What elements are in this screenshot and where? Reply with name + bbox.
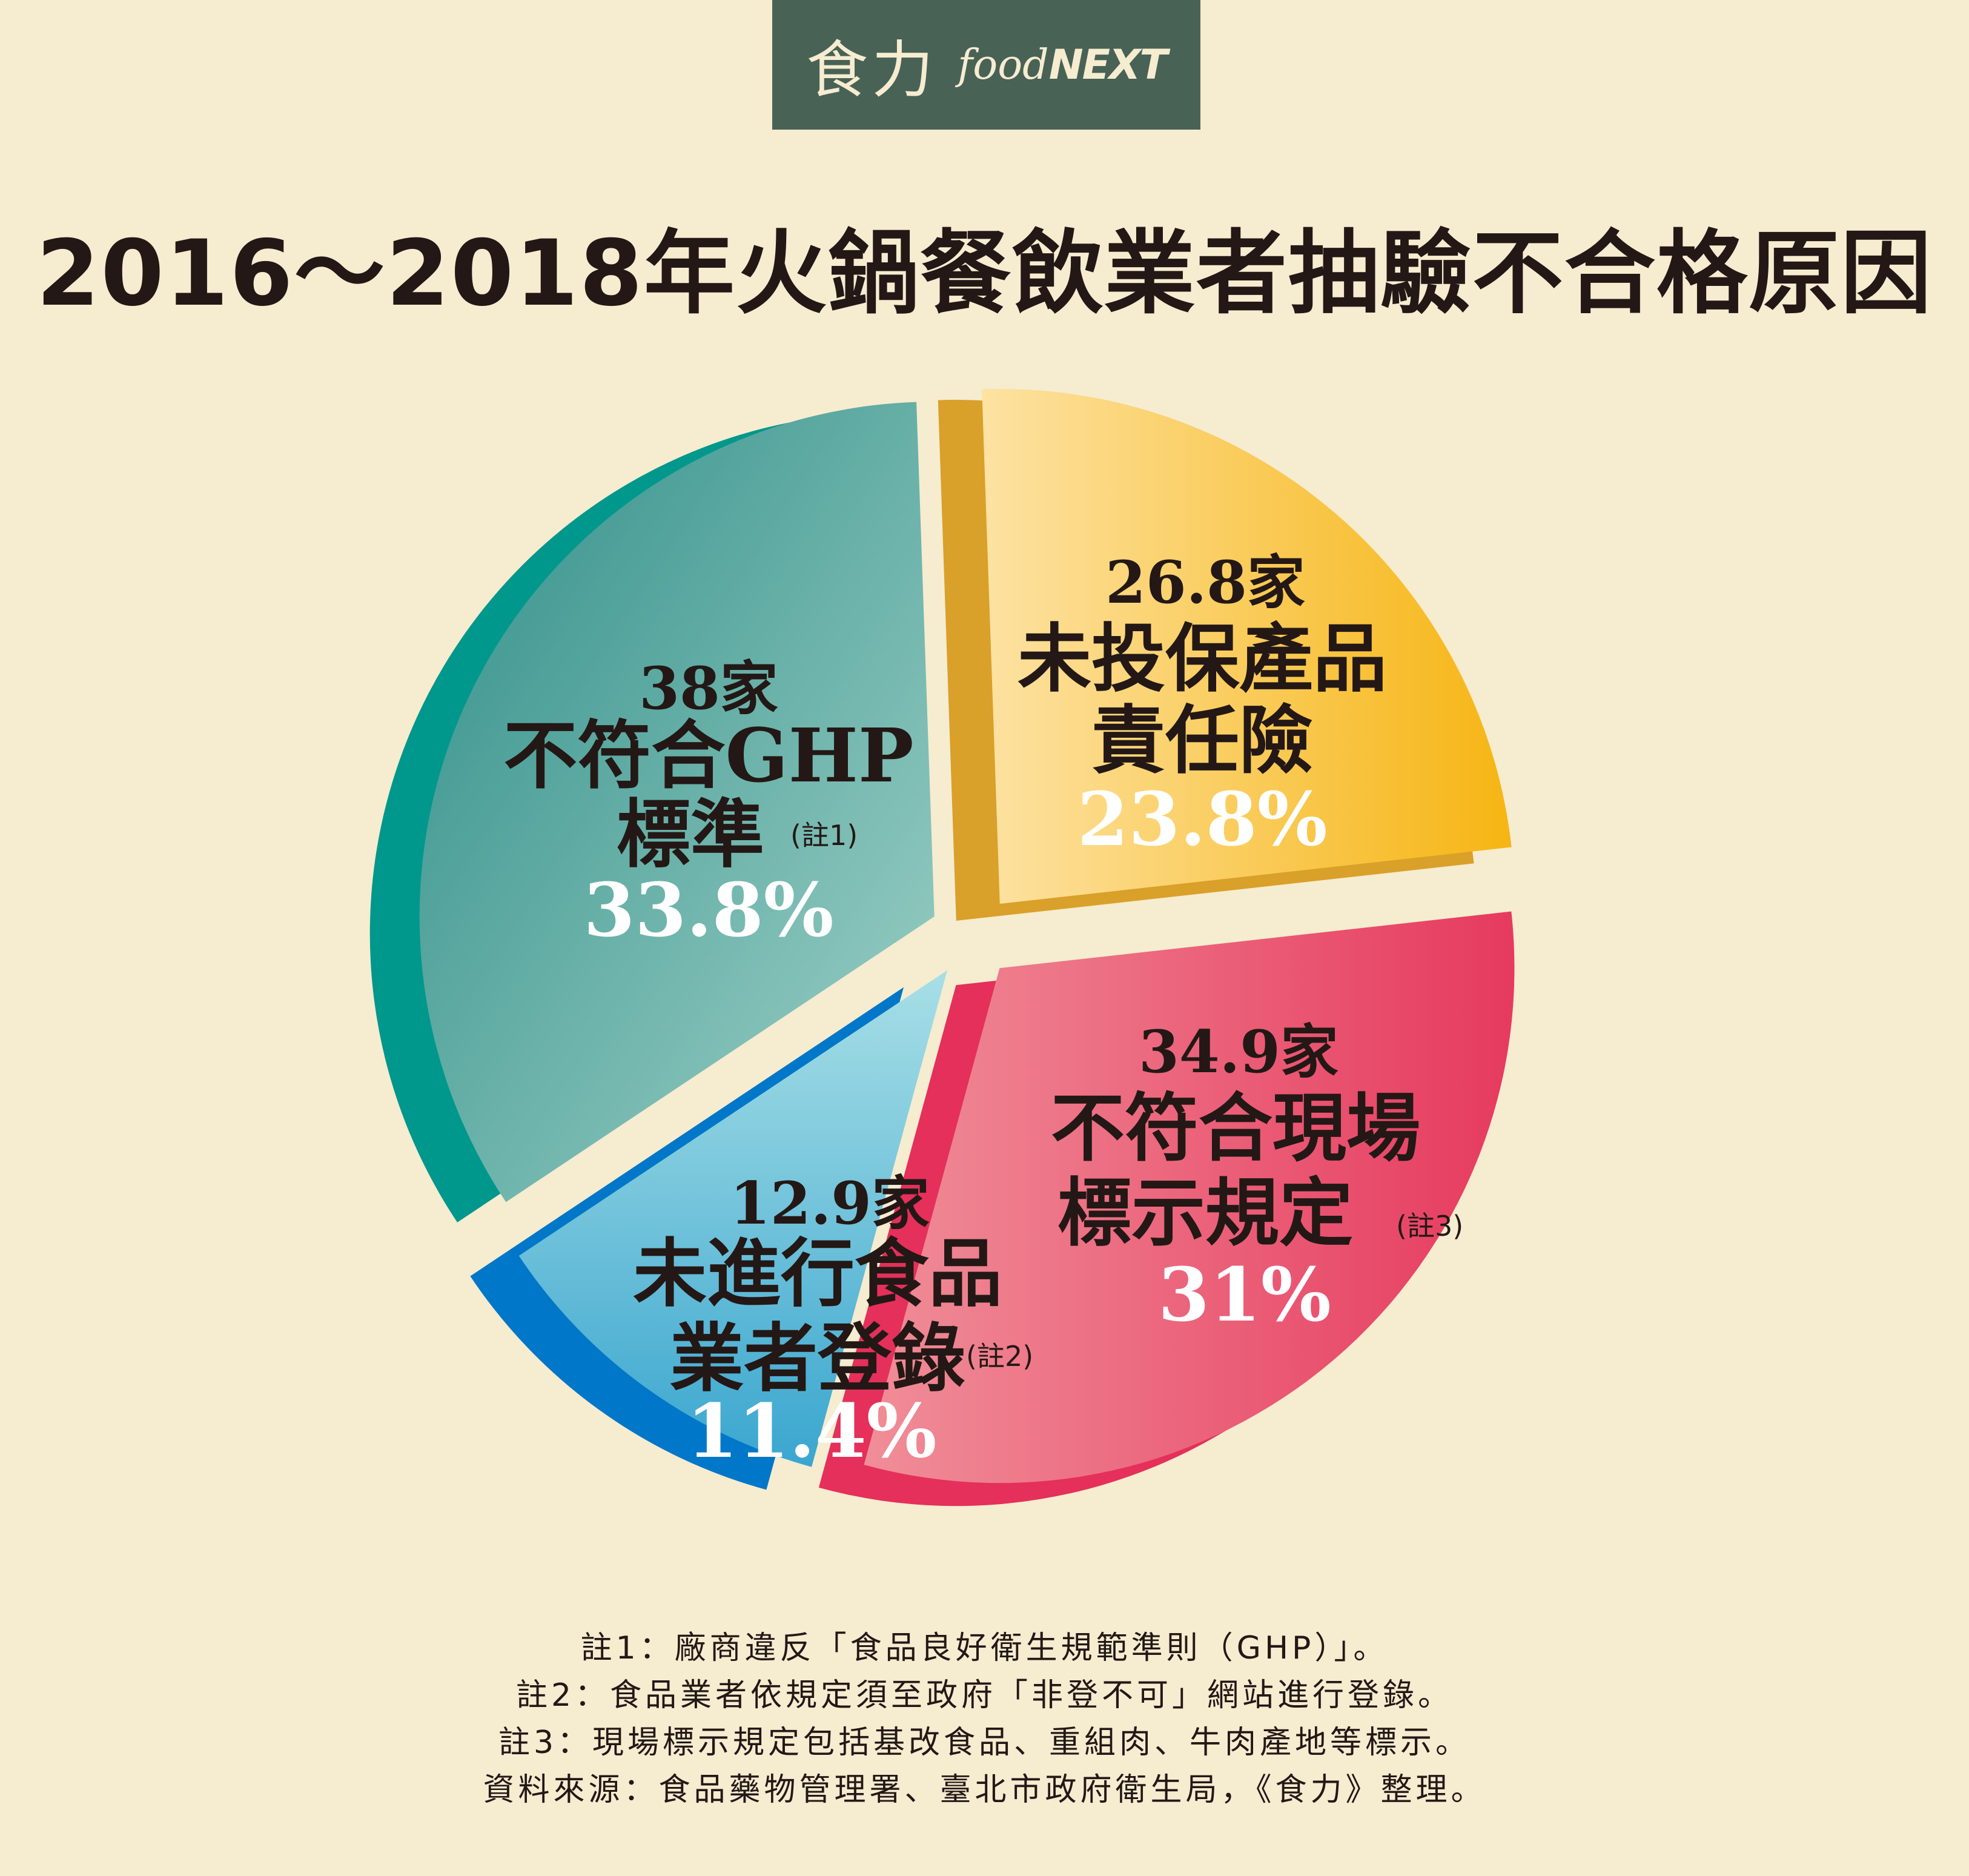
brand-logo: 食力 foodNEXT (772, 0, 1200, 130)
slice-name-line2: 標準 (617, 791, 764, 878)
slice-label-ghp: 38家 不符合GHP 標準 (註1) 33.8% (503, 654, 913, 953)
slice-note: (註2) (966, 1340, 1033, 1373)
slice-insurance (982, 389, 1512, 904)
slice-name-line1: 未投保產品 (1018, 615, 1387, 702)
slice-percent: 23.8% (1077, 775, 1327, 863)
logo-english-suffix: NEXT (1048, 41, 1168, 89)
slice-label-insurance: 26.8家 未投保產品 責任險 23.8% (1018, 548, 1387, 863)
logo-english: foodNEXT (958, 41, 1168, 89)
slice-note: (註3) (1396, 1210, 1463, 1242)
slice-count: 34.9家 (1139, 1018, 1339, 1086)
footnote-3: 註3：現場標示規定包括基改食品、重組肉、牛肉產地等標示。 (498, 1725, 1471, 1761)
footnotes: 註1：廠商違反「食品良好衛生規範準則（GHP）」。 註2：食品業者依規定須至政府… (0, 1625, 1969, 1814)
slice-name-line2: 責任險 (1091, 697, 1313, 784)
slice-name-line1: 不符合現場 (1051, 1084, 1420, 1172)
slice-name-line2: 標示規定 (1057, 1169, 1353, 1256)
chart-title: 2016～2018年火鍋餐飲業者抽驗不合格原因 (36, 221, 1933, 326)
slice-name-line1: 未進行食品 (633, 1230, 1002, 1317)
logo-english-prefix: food (958, 41, 1049, 89)
slice-name-line1: 不符合GHP (503, 712, 913, 799)
logo-chinese: 食力 (806, 34, 938, 107)
slice-percent: 11.4% (686, 1387, 936, 1474)
footnote-2: 註2：食品業者依規定須至政府「非登不可」網站進行登錄。 (515, 1677, 1454, 1714)
slice-count: 26.8家 (1105, 548, 1305, 617)
slice-labeling (864, 911, 1515, 1483)
footnote-1: 註1：廠商違反「食品良好衛生規範準則（GHP）」。 (580, 1630, 1389, 1666)
slice-ghp (419, 402, 935, 1202)
slice-percent: 31% (1158, 1251, 1331, 1338)
slice-name-line2: 業者登錄 (670, 1314, 965, 1402)
slice-registration (518, 970, 948, 1467)
slice-count: 12.9家 (730, 1169, 930, 1238)
pie-slices (369, 389, 1515, 1506)
slice-count: 38家 (639, 654, 778, 723)
pie-labels: 38家 不符合GHP 標準 (註1) 33.8% 26.8家 未投保產品 責任險… (503, 548, 1463, 1474)
slice-percent: 33.8% (583, 866, 833, 953)
footnote-source: 資料來源：食品藥物管理署、臺北市政府衛生局，《食力》整理。 (483, 1772, 1486, 1808)
slice-label-registration: 12.9家 未進行食品 業者登錄 (註2) 11.4% (633, 1169, 1033, 1474)
slice-note: (註1) (790, 819, 858, 852)
slice-label-labeling: 34.9家 不符合現場 標示規定 (註3) 31% (1051, 1018, 1463, 1338)
